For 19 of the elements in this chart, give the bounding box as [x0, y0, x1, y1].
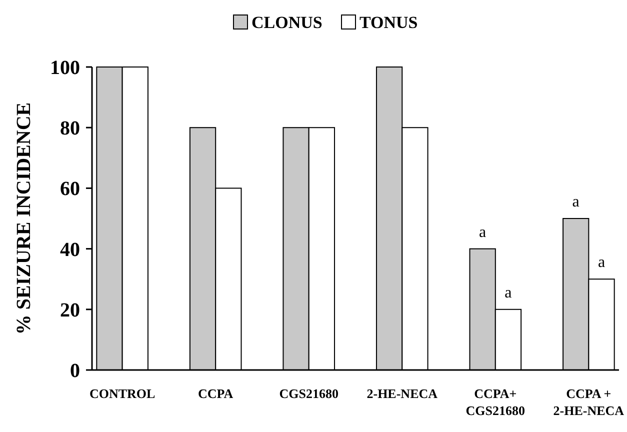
x-tick-label: CGS21680 — [279, 386, 338, 401]
x-tick-label: CCPA+ CGS21680 — [466, 386, 526, 418]
y-tick-label: 0 — [70, 360, 80, 382]
x-tick-label: CCPA + 2-HE-NECA — [553, 386, 625, 418]
legend-label: TONUS — [360, 12, 418, 32]
legend-label: CLONUS — [252, 12, 322, 32]
y-tick-label: 80 — [60, 118, 80, 140]
annotation: a — [504, 284, 512, 302]
y-tick-label: 60 — [60, 178, 80, 200]
annotation: a — [479, 224, 486, 241]
x-tick-label: 2-HE-NECA — [366, 386, 438, 401]
y-tick-label: 40 — [60, 238, 80, 261]
x-tick-label: CCPA — [198, 386, 234, 401]
y-tick-label: 20 — [60, 299, 80, 322]
y-tick-label: 100 — [50, 57, 80, 79]
x-tick-label: CONTROL — [89, 386, 156, 401]
annotation: a — [598, 254, 606, 272]
y-axis-title: % SEIZURE INCIDENCE — [13, 102, 35, 335]
annotation: a — [572, 194, 580, 210]
